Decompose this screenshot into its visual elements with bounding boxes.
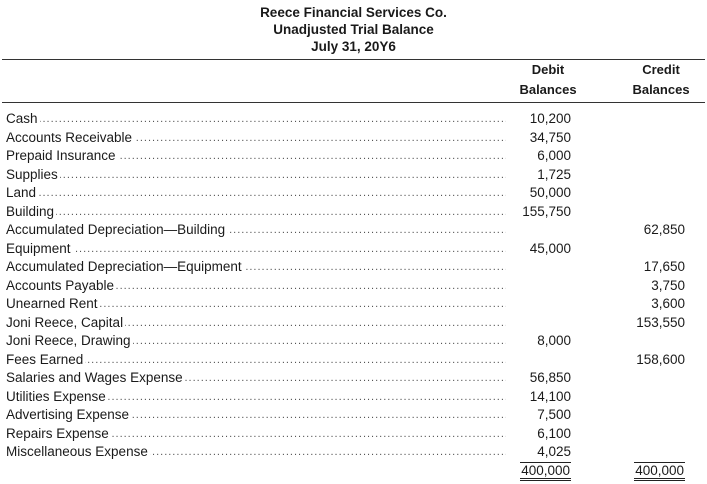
table-row: ........................................… [2, 406, 705, 425]
statement-title-company: Reece Financial Services Co. [260, 5, 447, 20]
account-name: Salaries and Wages Expense [6, 370, 185, 385]
account-name: Utilities Expense [6, 388, 108, 404]
dot-leader: ........................................… [6, 409, 506, 421]
account-name: Advertising Expense [6, 407, 132, 422]
table-row: ........................................… [2, 295, 705, 314]
account-name: Unearned Rent [6, 296, 100, 311]
dot-leader: ........................................… [6, 298, 506, 310]
trial-balance-table: ........................................… [2, 110, 705, 481]
dot-leader: ........................................… [6, 242, 506, 255]
dot-leader: ........................................… [6, 427, 506, 440]
account-name: Accumulated Depreciation—Building [6, 222, 228, 237]
credit-column-header: Credit Balances [616, 61, 706, 99]
account-name: Supplies [6, 166, 60, 182]
debit-amount: 34,750 [529, 129, 571, 145]
totals-row: 400,000 400,000 [2, 461, 705, 481]
table-row: ........................................… [2, 258, 705, 277]
table-row: ........................................… [2, 388, 705, 407]
credit-amount: 153,550 [636, 314, 685, 330]
credit-header-line1: Credit [642, 62, 680, 77]
column-divider [2, 102, 705, 103]
dot-leader: ........................................… [6, 353, 506, 366]
dot-leader: ........................................… [6, 205, 506, 218]
table-row: ........................................… [2, 129, 705, 148]
credit-amount: 158,600 [636, 351, 685, 367]
table-row: ........................................… [2, 184, 705, 203]
dot-leader: ........................................… [6, 168, 506, 181]
debit-header-line1: Debit [531, 62, 565, 77]
credit-amount: 3,600 [651, 296, 685, 311]
dot-leader: ........................................… [6, 113, 506, 125]
dot-leader: ........................................… [6, 187, 506, 199]
account-name: Accounts Receivable [6, 129, 135, 145]
debit-amount: 7,500 [537, 407, 571, 422]
credit-amount: 17,650 [643, 259, 685, 274]
table-row: ........................................… [2, 332, 705, 351]
debit-total: 400,000 [520, 461, 571, 481]
credit-amount: 62,850 [643, 222, 685, 237]
account-name: Joni Reece, Drawing [6, 333, 133, 348]
account-name: Accumulated Depreciation—Equipment [6, 259, 244, 274]
account-name: Joni Reece, Capital [6, 314, 126, 330]
header-divider [2, 59, 705, 60]
debit-amount: 14,100 [529, 388, 571, 404]
table-row: ........................................… [2, 425, 705, 444]
debit-amount: 6,100 [537, 425, 571, 441]
account-name: Building [6, 203, 57, 219]
account-name: Repairs Expense [6, 425, 111, 441]
dot-leader: ........................................… [6, 390, 506, 403]
statement-title-date: July 31, 20Y6 [311, 39, 396, 54]
dot-leader: ........................................… [6, 279, 506, 292]
table-row: ........................................… [2, 147, 705, 166]
table-row: ........................................… [2, 369, 705, 388]
debit-amount: 155,750 [522, 203, 571, 219]
debit-amount: 50,000 [529, 185, 571, 200]
debit-amount: 8,000 [537, 333, 571, 348]
debit-amount: 1,725 [537, 166, 571, 182]
debit-column-header: Debit Balances [503, 61, 593, 99]
table-row: ........................................… [2, 203, 705, 222]
dot-leader: ........................................… [6, 150, 506, 162]
table-row: ........................................… [2, 166, 705, 185]
credit-total: 400,000 [634, 461, 685, 481]
credit-header-line2: Balances [632, 82, 690, 97]
credit-amount: 3,750 [651, 277, 685, 293]
table-row: ........................................… [2, 443, 705, 462]
debit-header-line2: Balances [519, 82, 577, 97]
account-name: Cash [6, 111, 40, 126]
dot-leader: ........................................… [6, 316, 506, 329]
account-name: Equipment [6, 240, 73, 256]
account-name: Fees Earned [6, 351, 86, 367]
account-name: Land [6, 185, 39, 200]
table-row: ........................................… [2, 221, 705, 240]
table-row: ........................................… [2, 351, 705, 370]
table-row: ........................................… [2, 277, 705, 296]
table-row: ........................................… [2, 110, 705, 129]
debit-amount: 4,025 [537, 444, 571, 459]
debit-amount: 45,000 [529, 240, 571, 256]
table-row: ........................................… [2, 240, 705, 259]
debit-amount: 56,850 [529, 370, 571, 385]
table-row: ........................................… [2, 314, 705, 333]
debit-amount: 10,200 [529, 111, 571, 126]
account-name: Accounts Payable [6, 277, 117, 293]
debit-amount: 6,000 [537, 148, 571, 163]
account-name: Prepaid Insurance [6, 148, 118, 163]
account-name: Miscellaneous Expense [6, 444, 150, 459]
statement-title-name: Unadjusted Trial Balance [273, 22, 434, 37]
